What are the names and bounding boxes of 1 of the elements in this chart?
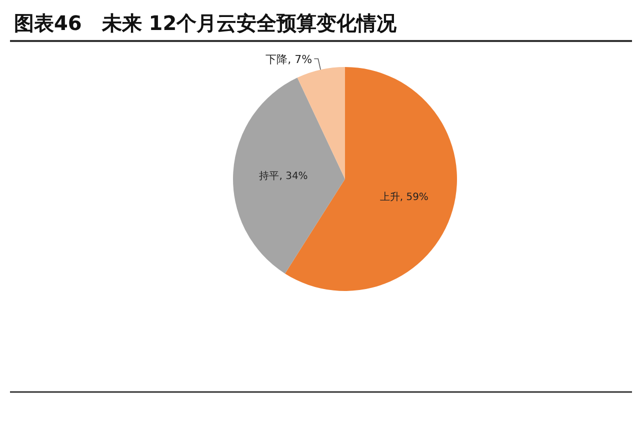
title: 图表46 未来 12个月云安全预算变化情况 — [14, 11, 397, 35]
